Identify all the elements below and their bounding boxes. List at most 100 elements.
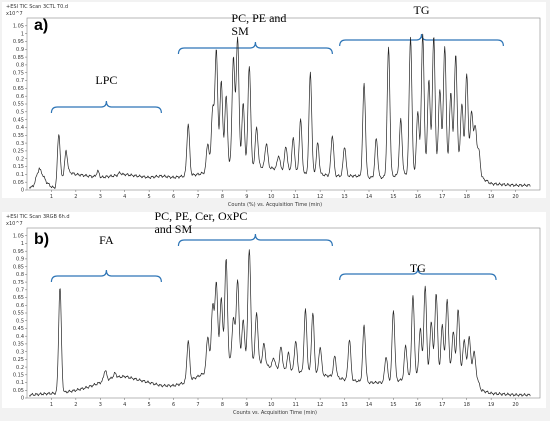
panel-b-y-tick-label: 0.45 — [13, 326, 24, 332]
panel-a-y-tick-label: 0.1 — [16, 172, 24, 178]
panel-a-header: +ESI TIC Scan 3CTL T0.d — [6, 4, 68, 10]
panel-a-y-tick-label: 0.3 — [16, 141, 24, 147]
panel-a-x-tick-label: 8 — [221, 194, 224, 200]
panel-b-annotation-label: TG — [410, 261, 426, 275]
panel-a-axes: 0 0.05 0.1 0.15 0.20.25 0.3 0.35 0.4 0.450.5 0.55… — [13, 17, 541, 200]
panel-a-background — [2, 2, 546, 198]
panel-a-y-tick-label: 0.4 — [16, 125, 24, 131]
panel-b-tic-series-line — [29, 249, 531, 397]
panel-b-y-tick-label: 0.05 — [13, 388, 24, 394]
panel-a-annotation-label: PC, PE and — [231, 11, 286, 25]
panel-b-x-tick-label: 8 — [221, 402, 224, 408]
panel-a-x-tick-label: 14 — [366, 194, 372, 200]
panel-b-axes: 0 0.05 0.10.15 0.2 0.25 0.30.35 0.4 0.45 0.50.55… — [13, 227, 541, 408]
panel-b-x-tick-label: 18 — [464, 402, 470, 408]
panel-b-x-tick-label: 11 — [293, 402, 299, 408]
panel-a-x-tick-label: 9 — [245, 194, 248, 200]
panel-a-x-tick-label: 2 — [74, 194, 77, 200]
panel-a-x-tick-label: 17 — [439, 194, 445, 200]
panel-b-y-tick-label: 0.4 — [16, 334, 24, 340]
panel-b: +ESI TIC Scan 3RGB 6h.d x10^7 b) 0 0.05 0.… — [2, 209, 546, 416]
panel-a-annotation-brace — [50, 100, 162, 114]
panel-a: +ESI TIC Scan 3CTL T0.d x10^7 a) 0 0.05 0.… — [2, 2, 546, 208]
panel-a-y-tick-label: 0.65 — [13, 86, 24, 92]
panel-b-x-tick-label: 17 — [439, 402, 445, 408]
panel-b-y-tick-label: 0.25 — [13, 357, 24, 363]
panel-a-y-tick-label: 0.25 — [13, 149, 24, 155]
panel-b-trace — [29, 249, 531, 397]
panel-a-y-tick-label: 0.5 — [16, 110, 24, 116]
panel-a-annotation-label: SM — [231, 24, 249, 38]
panel-a-x-tick-label: 15 — [390, 194, 396, 200]
panel-b-x-axis-title: Counts vs. Acquisition Time (min) — [233, 410, 317, 416]
panel-a-trace — [29, 33, 531, 189]
panel-b-y-tick-label: 0.15 — [13, 373, 24, 379]
panel-b-x-tick-label: 20 — [512, 402, 518, 408]
panel-b-y-tick-label: 0.5 — [16, 318, 24, 324]
panel-b-y-tick-label: 0.8 — [16, 272, 24, 278]
panel-b-x-tick-label: 7 — [196, 402, 199, 408]
panel-a-annotation-brace — [339, 33, 504, 47]
panel-a-y-tick-label: 0.35 — [13, 133, 24, 139]
panel-b-annotation-label: PC, PE, Cer, OxPC — [154, 209, 247, 223]
panel-b-x-tick-label: 13 — [341, 402, 347, 408]
panel-a-tic-series-line — [29, 33, 531, 189]
panel-a-y-tick-label: 0.9 — [16, 47, 24, 53]
panel-b-y-tick-label: 0.65 — [13, 295, 24, 301]
panel-b-y-tick-label: 0 — [21, 396, 24, 402]
panel-b-y-tick-label: 1 — [21, 241, 24, 247]
panel-b-x-tick-label: 1 — [50, 402, 53, 408]
panel-b-y-tick-label: 0.95 — [13, 249, 24, 255]
panel-a-x-tick-label: 7 — [196, 194, 199, 200]
panel-a-x-tick-label: 13 — [341, 194, 347, 200]
panel-a-x-tick-label: 18 — [464, 194, 470, 200]
panel-a-x-tick-label: 19 — [488, 194, 494, 200]
panel-b-y-tick-label: 0.7 — [16, 288, 24, 294]
panel-a-annotation-brace — [177, 41, 333, 55]
panel-b-header: +ESI TIC Scan 3RGB 6h.d — [6, 214, 70, 220]
panel-a-annotation-label: TG — [414, 3, 430, 17]
panel-a-x-tick-label: 6 — [172, 194, 175, 200]
panel-b-annotation-label: FA — [99, 233, 114, 247]
panel-a-y-tick-label: 0.2 — [16, 156, 24, 162]
panel-b-x-tick-label: 16 — [415, 402, 421, 408]
panel-b-x-tick-label: 10 — [268, 402, 274, 408]
panel-b-label: b) — [34, 231, 49, 248]
panel-b-x-tick-label: 4 — [123, 402, 126, 408]
panel-b-y-tick-label: 0.85 — [13, 264, 24, 270]
panel-b-y-tick-label: 1.05 — [13, 233, 24, 239]
panel-a-x-tick-label: 3 — [99, 194, 102, 200]
panel-a-x-tick-label: 12 — [317, 194, 323, 200]
panel-b-y-tick-label: 0.75 — [13, 280, 24, 286]
panel-a-y-tick-label: 0.85 — [13, 55, 24, 61]
panel-a-y-tick-label: 0 — [21, 188, 24, 194]
panel-b-y-tick-label: 0.9 — [16, 257, 24, 263]
panel-a-x-tick-label: 11 — [293, 194, 299, 200]
panel-a-y-tick-label: 0.45 — [13, 117, 24, 123]
panel-b-background — [2, 212, 546, 408]
panel-b-annotation-brace — [339, 267, 497, 281]
panel-a-y-tick-label: 0.75 — [13, 70, 24, 76]
panel-a-x-tick-label: 20 — [512, 194, 518, 200]
panel-b-y-tick-label: 0.6 — [16, 303, 24, 309]
panel-b-y-tick-label: 0.3 — [16, 349, 24, 355]
panel-b-x-tick-label: 3 — [99, 402, 102, 408]
panel-a-x-tick-label: 10 — [268, 194, 274, 200]
panel-b-y-tick-label: 0.1 — [16, 380, 24, 386]
panel-b-x-tick-label: 19 — [488, 402, 494, 408]
panel-b-annotation-label: and SM — [154, 222, 192, 236]
panel-a-y-tick-label: 0.6 — [16, 94, 24, 100]
panel-b-x-tick-label: 2 — [74, 402, 77, 408]
panel-b-y-unit: x10^7 — [6, 221, 23, 227]
panel-a-y-tick-label: 0.15 — [13, 164, 24, 170]
panel-a-x-tick-label: 4 — [123, 194, 126, 200]
panel-b-x-tick-label: 9 — [245, 402, 248, 408]
panel-a-label: a) — [34, 17, 48, 34]
panel-a-y-tick-label: 0.95 — [13, 39, 24, 45]
panel-a-y-tick-label: 0.55 — [13, 102, 24, 108]
panel-a-y-tick-label: 0.05 — [13, 180, 24, 186]
panel-b-x-tick-label: 6 — [172, 402, 175, 408]
panel-a-y-tick-label: 1 — [21, 31, 24, 37]
